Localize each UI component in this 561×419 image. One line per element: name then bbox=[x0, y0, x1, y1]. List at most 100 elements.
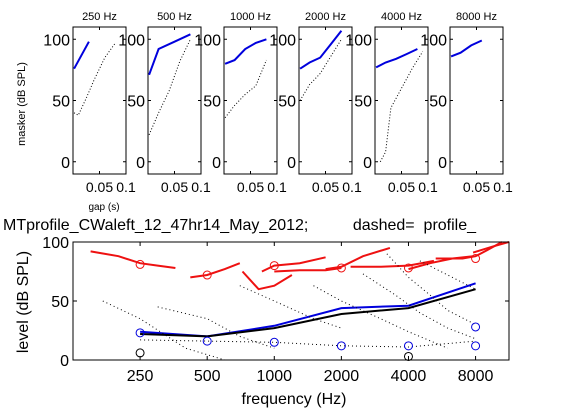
dotted-line bbox=[148, 39, 191, 135]
top-ylabel: masker (dB SPL) bbox=[16, 62, 28, 146]
xtick-label: 1000 bbox=[256, 368, 292, 385]
panel-title: 1000 Hz bbox=[230, 11, 271, 23]
series-2-line bbox=[350, 259, 435, 268]
blue-line bbox=[375, 48, 418, 69]
chart-title: MTprofile_CWaleft_12_47hr14_May_2012; da… bbox=[3, 217, 477, 234]
xtick-label: 0.05 bbox=[161, 179, 188, 195]
ytick-label: 50 bbox=[51, 294, 69, 311]
ytick-label: 100 bbox=[194, 32, 221, 49]
panel-frame bbox=[298, 26, 353, 175]
xtick-label: 0.1 bbox=[116, 179, 136, 195]
blue-line bbox=[450, 39, 483, 58]
dotted-line bbox=[379, 51, 424, 163]
marker-0 bbox=[336, 263, 346, 273]
series-0-line bbox=[140, 282, 476, 338]
marker-1 bbox=[269, 337, 279, 347]
series-2-line bbox=[261, 256, 326, 273]
marker-0 bbox=[471, 254, 481, 264]
xtick-label: 0.05 bbox=[312, 179, 339, 195]
xtick-label: 4000 bbox=[391, 368, 427, 385]
series-1-line bbox=[140, 288, 476, 338]
marker-1 bbox=[471, 322, 481, 332]
marker-0 bbox=[403, 263, 413, 273]
marker-1 bbox=[471, 341, 481, 351]
series-2-line bbox=[241, 270, 293, 291]
ytick-label: 0 bbox=[136, 155, 145, 172]
marker-1 bbox=[403, 341, 413, 351]
xtick-label: 0.05 bbox=[388, 179, 415, 195]
ytick-label: 50 bbox=[429, 94, 447, 111]
ytick-label: 0 bbox=[363, 155, 372, 172]
marker-0 bbox=[202, 270, 212, 280]
ytick-label: 100 bbox=[269, 32, 296, 49]
marker-1 bbox=[336, 341, 346, 351]
dotted-line bbox=[73, 42, 116, 116]
ytick-label: 0 bbox=[60, 353, 69, 370]
blue-line bbox=[299, 30, 343, 70]
xtick-label: 0.05 bbox=[463, 179, 490, 195]
series-3-line bbox=[140, 339, 476, 348]
panel-frame bbox=[147, 26, 202, 175]
xtick-label: 2000 bbox=[324, 368, 360, 385]
ytick-label: 100 bbox=[118, 32, 145, 49]
ytick-label: 100 bbox=[43, 32, 70, 49]
series-2-line bbox=[325, 246, 391, 271]
series-2-line bbox=[190, 262, 241, 279]
series-2-line bbox=[472, 241, 509, 254]
ytick-label: 0 bbox=[212, 155, 221, 172]
blue-line bbox=[73, 41, 90, 70]
panel-title: 8000 Hz bbox=[456, 11, 497, 23]
marker-1 bbox=[202, 336, 212, 346]
panel-title: 500 Hz bbox=[157, 11, 192, 23]
plot-area bbox=[90, 241, 509, 361]
series-3-line bbox=[102, 300, 225, 361]
xtick-label: 0.05 bbox=[237, 179, 264, 195]
series-3-line bbox=[386, 253, 476, 326]
series-3-line bbox=[362, 273, 476, 340]
bottom-ylabel: level (dB SPL) bbox=[15, 251, 32, 353]
series-3-line bbox=[313, 285, 448, 349]
xtick-label: 0.1 bbox=[342, 179, 362, 195]
xtick-label: 0.1 bbox=[493, 179, 513, 195]
panel-0: 250 Hz 0 50 100 0.05 0.1 bbox=[43, 11, 136, 195]
blue-line bbox=[148, 33, 191, 76]
frequency-plot: 0 50 100 250 500 1000 2000 4000 8000 bbox=[42, 235, 510, 385]
series-3-line bbox=[419, 260, 476, 290]
ytick-label: 50 bbox=[354, 94, 372, 111]
top-xlabel: gap (s) bbox=[88, 202, 119, 213]
panel-frame bbox=[449, 26, 504, 175]
panel-title: 250 Hz bbox=[82, 11, 117, 23]
ytick-label: 50 bbox=[203, 94, 221, 111]
ytick-label: 0 bbox=[61, 155, 70, 172]
panel-title: 2000 Hz bbox=[305, 11, 346, 23]
ytick-label: 100 bbox=[42, 235, 69, 252]
marker-0 bbox=[269, 261, 279, 271]
xtick-label: 8000 bbox=[458, 368, 494, 385]
dotted-line bbox=[224, 59, 267, 119]
ytick-label: 50 bbox=[278, 94, 296, 111]
xtick-label: 0.1 bbox=[418, 179, 438, 195]
series-2-line bbox=[274, 267, 342, 273]
bottom-xlabel: frequency (Hz) bbox=[242, 391, 347, 408]
xtick-label: 250 bbox=[127, 368, 154, 385]
series-2-line bbox=[408, 255, 474, 271]
panel-title: 4000 Hz bbox=[381, 11, 422, 23]
ytick-label: 50 bbox=[127, 94, 145, 111]
xtick-label: 0.1 bbox=[191, 179, 211, 195]
xtick-label: 0.05 bbox=[86, 179, 113, 195]
dotted-line bbox=[299, 39, 342, 101]
marker-0 bbox=[135, 259, 145, 269]
ytick-label: 0 bbox=[287, 155, 296, 172]
xtick-label: 500 bbox=[194, 368, 221, 385]
marker-1 bbox=[135, 328, 145, 338]
xtick-label: 0.1 bbox=[267, 179, 287, 195]
blue-line bbox=[224, 38, 267, 65]
ytick-label: 50 bbox=[52, 94, 70, 111]
